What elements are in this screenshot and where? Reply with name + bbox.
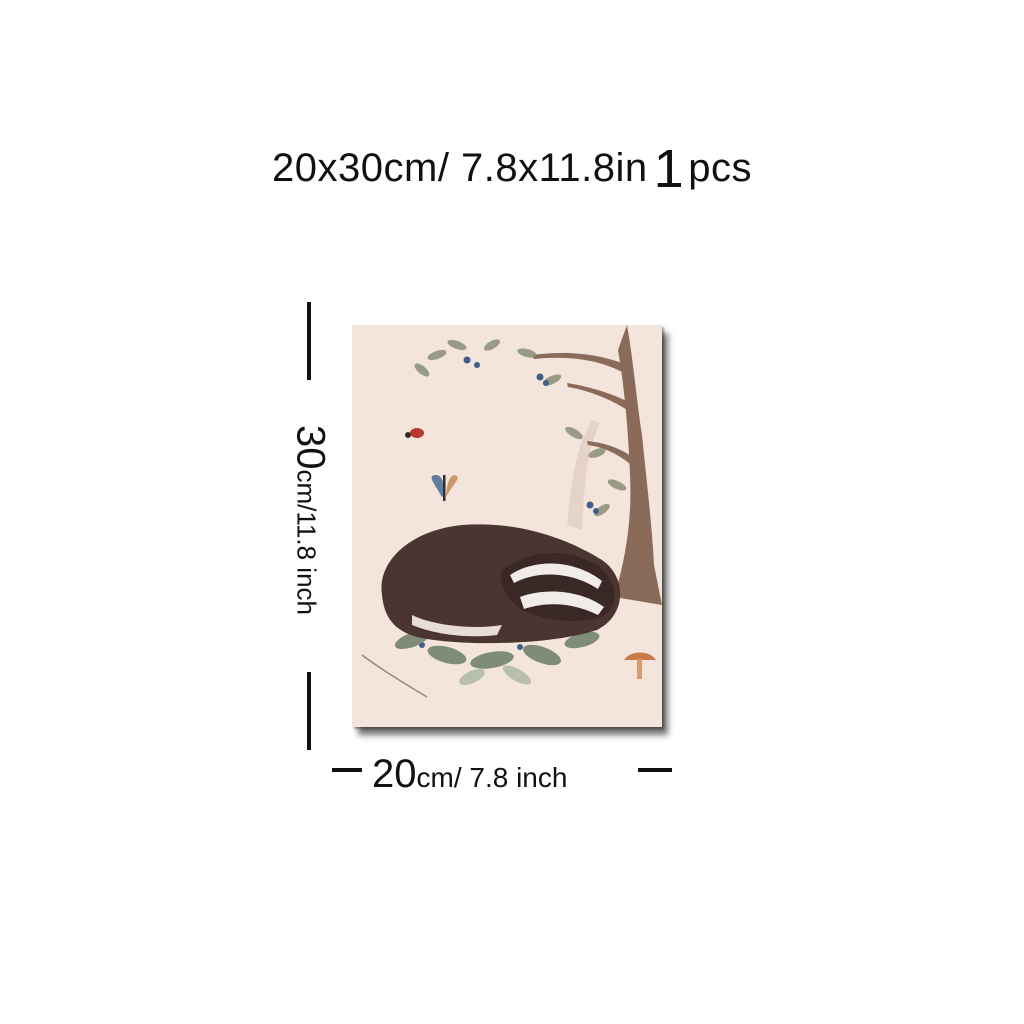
height-unit: cm/11.8 inch bbox=[291, 469, 322, 615]
height-line-top bbox=[307, 302, 311, 380]
sprig bbox=[361, 654, 428, 698]
sleeping-badger bbox=[381, 524, 621, 644]
tree-branch-2 bbox=[567, 383, 634, 413]
width-unit: cm/ 7.8 inch bbox=[416, 762, 568, 793]
background-tree bbox=[567, 420, 600, 530]
tree-branch-3 bbox=[587, 441, 642, 473]
height-label: 30cm/11.8 inch bbox=[288, 425, 333, 615]
height-line-bottom bbox=[307, 672, 311, 750]
tree-leaves bbox=[414, 339, 627, 517]
canvas-print bbox=[352, 325, 662, 727]
butterfly bbox=[431, 475, 458, 501]
width-line-left bbox=[332, 768, 362, 772]
tree-branch bbox=[532, 353, 627, 373]
mushroom bbox=[624, 652, 656, 679]
width-value: 20 bbox=[372, 752, 417, 796]
quantity-unit: pcs bbox=[688, 146, 752, 190]
badger-artwork bbox=[352, 325, 662, 727]
size-text: 20x30cm/ 7.8x11.8in bbox=[272, 146, 648, 190]
quantity-number: 1 bbox=[653, 139, 685, 199]
product-headline: 20x30cm/ 7.8x11.8in 1 pcs bbox=[0, 138, 1024, 200]
height-value: 30 bbox=[288, 425, 333, 470]
ladybug bbox=[405, 428, 424, 438]
width-label: 20cm/ 7.8 inch bbox=[372, 752, 567, 797]
width-line-right bbox=[638, 768, 672, 772]
